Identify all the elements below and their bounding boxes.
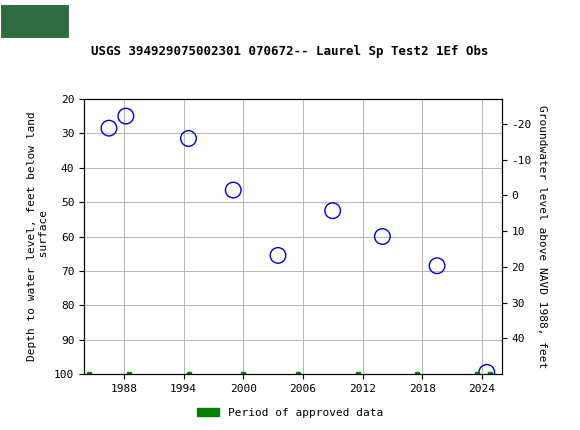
Point <box>378 233 387 240</box>
Text: USGS 394929075002301 070672-- Laurel Sp Test2 1Ef Obs: USGS 394929075002301 070672-- Laurel Sp … <box>91 45 489 58</box>
Point <box>328 207 338 214</box>
Y-axis label: Groundwater level above NAVD 1988, feet: Groundwater level above NAVD 1988, feet <box>537 105 547 368</box>
Point <box>433 262 442 269</box>
Point <box>482 369 491 376</box>
Point <box>184 135 193 142</box>
Text: ≈USGS: ≈USGS <box>87 12 158 31</box>
Point <box>121 113 130 120</box>
Legend: Period of approved data: Period of approved data <box>193 403 387 422</box>
Y-axis label: Depth to water level, feet below land
 surface: Depth to water level, feet below land su… <box>27 112 49 361</box>
Point <box>273 252 282 259</box>
FancyBboxPatch shape <box>0 4 70 39</box>
Point <box>229 187 238 194</box>
Point <box>104 125 114 132</box>
